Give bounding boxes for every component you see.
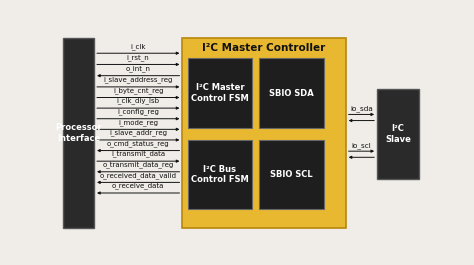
FancyBboxPatch shape	[63, 38, 94, 228]
Text: I²C Master Controller: I²C Master Controller	[202, 43, 326, 53]
Text: i_slave_addr_reg: i_slave_addr_reg	[109, 130, 167, 136]
FancyBboxPatch shape	[188, 140, 252, 209]
Text: i_clk_diy_lsb: i_clk_diy_lsb	[117, 98, 160, 104]
Text: i_transmit_data: i_transmit_data	[111, 151, 165, 157]
Text: i_mode_reg: i_mode_reg	[118, 119, 158, 126]
Text: I²C
Slave: I²C Slave	[385, 124, 411, 144]
Text: i_byte_cnt_reg: i_byte_cnt_reg	[113, 87, 164, 94]
Text: I²C Master
Control FSM: I²C Master Control FSM	[191, 83, 249, 103]
Text: o_int_n: o_int_n	[126, 65, 151, 72]
FancyBboxPatch shape	[259, 58, 324, 128]
Text: Processor
Interface: Processor Interface	[55, 123, 102, 143]
Text: io_scl: io_scl	[352, 142, 371, 149]
Text: SBIO SDA: SBIO SDA	[269, 89, 314, 98]
FancyBboxPatch shape	[259, 140, 324, 209]
FancyBboxPatch shape	[188, 58, 252, 128]
Text: i_config_reg: i_config_reg	[117, 108, 159, 115]
Text: i_rst_n: i_rst_n	[127, 54, 150, 61]
Text: i_slave_address_reg: i_slave_address_reg	[103, 77, 173, 83]
Text: i_clk: i_clk	[130, 43, 146, 50]
Text: o_cmd_status_reg: o_cmd_status_reg	[107, 140, 170, 147]
Text: SBIO SCL: SBIO SCL	[270, 170, 313, 179]
Text: o_received_data_valid: o_received_data_valid	[100, 172, 177, 179]
FancyBboxPatch shape	[377, 89, 419, 179]
Text: io_sda: io_sda	[350, 105, 373, 112]
FancyBboxPatch shape	[182, 38, 346, 228]
Text: I²C Bus
Control FSM: I²C Bus Control FSM	[191, 165, 249, 184]
Text: o_receive_data: o_receive_data	[112, 183, 164, 189]
Text: o_transmit_data_reg: o_transmit_data_reg	[102, 161, 174, 168]
